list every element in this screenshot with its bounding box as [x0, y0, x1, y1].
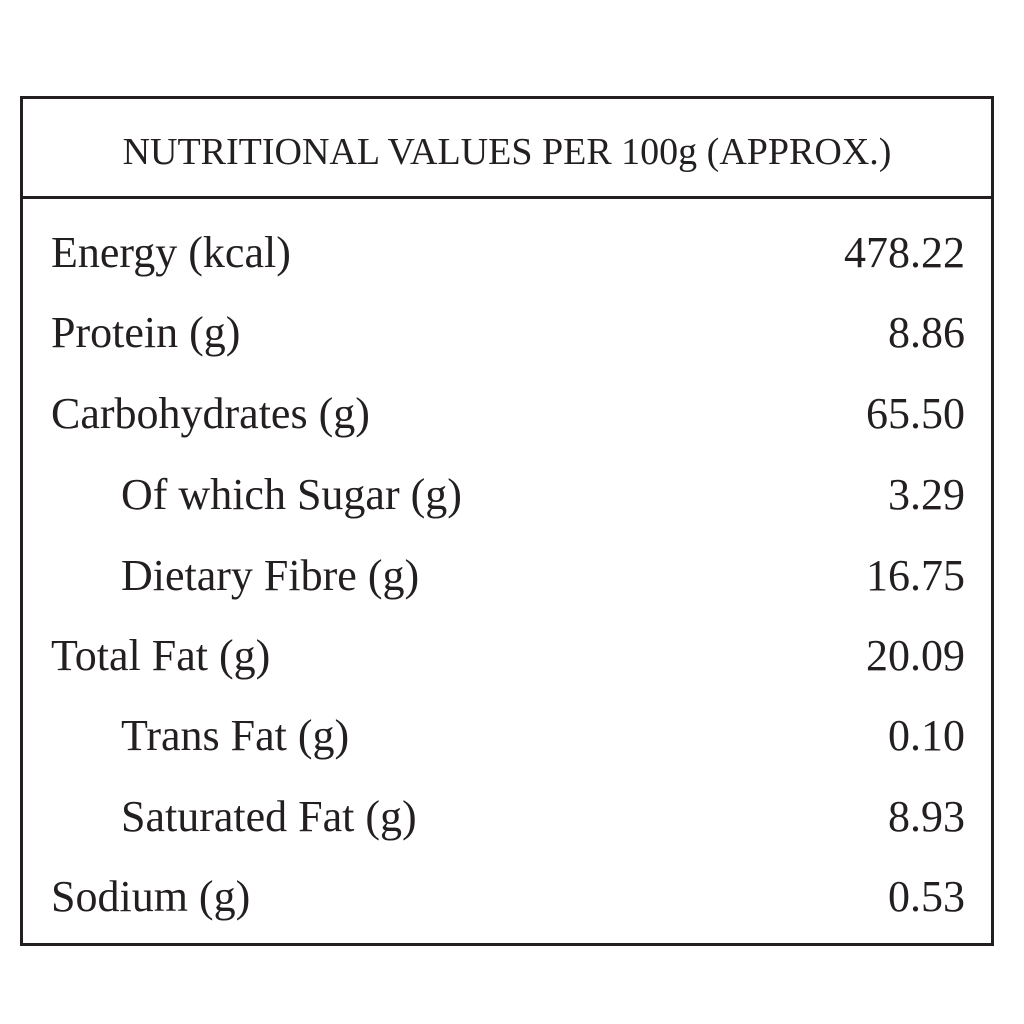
nutrition-table: NUTRITIONAL VALUES PER 100g (APPROX.) En… — [20, 96, 994, 946]
row-total-fat: Total Fat (g) 20.09 — [23, 616, 991, 696]
row-energy: Energy (kcal) 478.22 — [23, 213, 991, 293]
row-value: 8.86 — [888, 308, 965, 357]
row-value: 0.10 — [888, 711, 965, 760]
row-label: Trans Fat (g) — [121, 711, 350, 760]
row-carbohydrates: Carbohydrates (g) 65.50 — [23, 374, 991, 454]
table-title: NUTRITIONAL VALUES PER 100g (APPROX.) — [23, 99, 991, 199]
row-value: 20.09 — [866, 631, 965, 680]
row-value: 478.22 — [844, 228, 965, 277]
row-label: Sodium (g) — [51, 872, 251, 921]
row-label: Carbohydrates (g) — [51, 389, 370, 438]
row-value: 8.93 — [888, 792, 965, 841]
row-label: Of which Sugar (g) — [121, 470, 462, 519]
row-saturated-fat: Saturated Fat (g) 8.93 — [23, 777, 991, 857]
row-label: Saturated Fat (g) — [121, 792, 417, 841]
row-value: 3.29 — [888, 470, 965, 519]
row-label: Dietary Fibre (g) — [121, 551, 420, 600]
row-label: Protein (g) — [51, 308, 241, 357]
row-value: 0.53 — [888, 872, 965, 921]
row-label: Energy (kcal) — [51, 228, 291, 277]
row-label: Total Fat (g) — [51, 631, 271, 680]
row-protein: Protein (g) 8.86 — [23, 293, 991, 373]
row-value: 65.50 — [866, 389, 965, 438]
row-dietary-fibre: Dietary Fibre (g) 16.75 — [23, 536, 991, 616]
row-sodium: Sodium (g) 0.53 — [23, 857, 991, 937]
row-sugar: Of which Sugar (g) 3.29 — [23, 455, 991, 535]
row-trans-fat: Trans Fat (g) 0.10 — [23, 696, 991, 776]
row-value: 16.75 — [866, 551, 965, 600]
